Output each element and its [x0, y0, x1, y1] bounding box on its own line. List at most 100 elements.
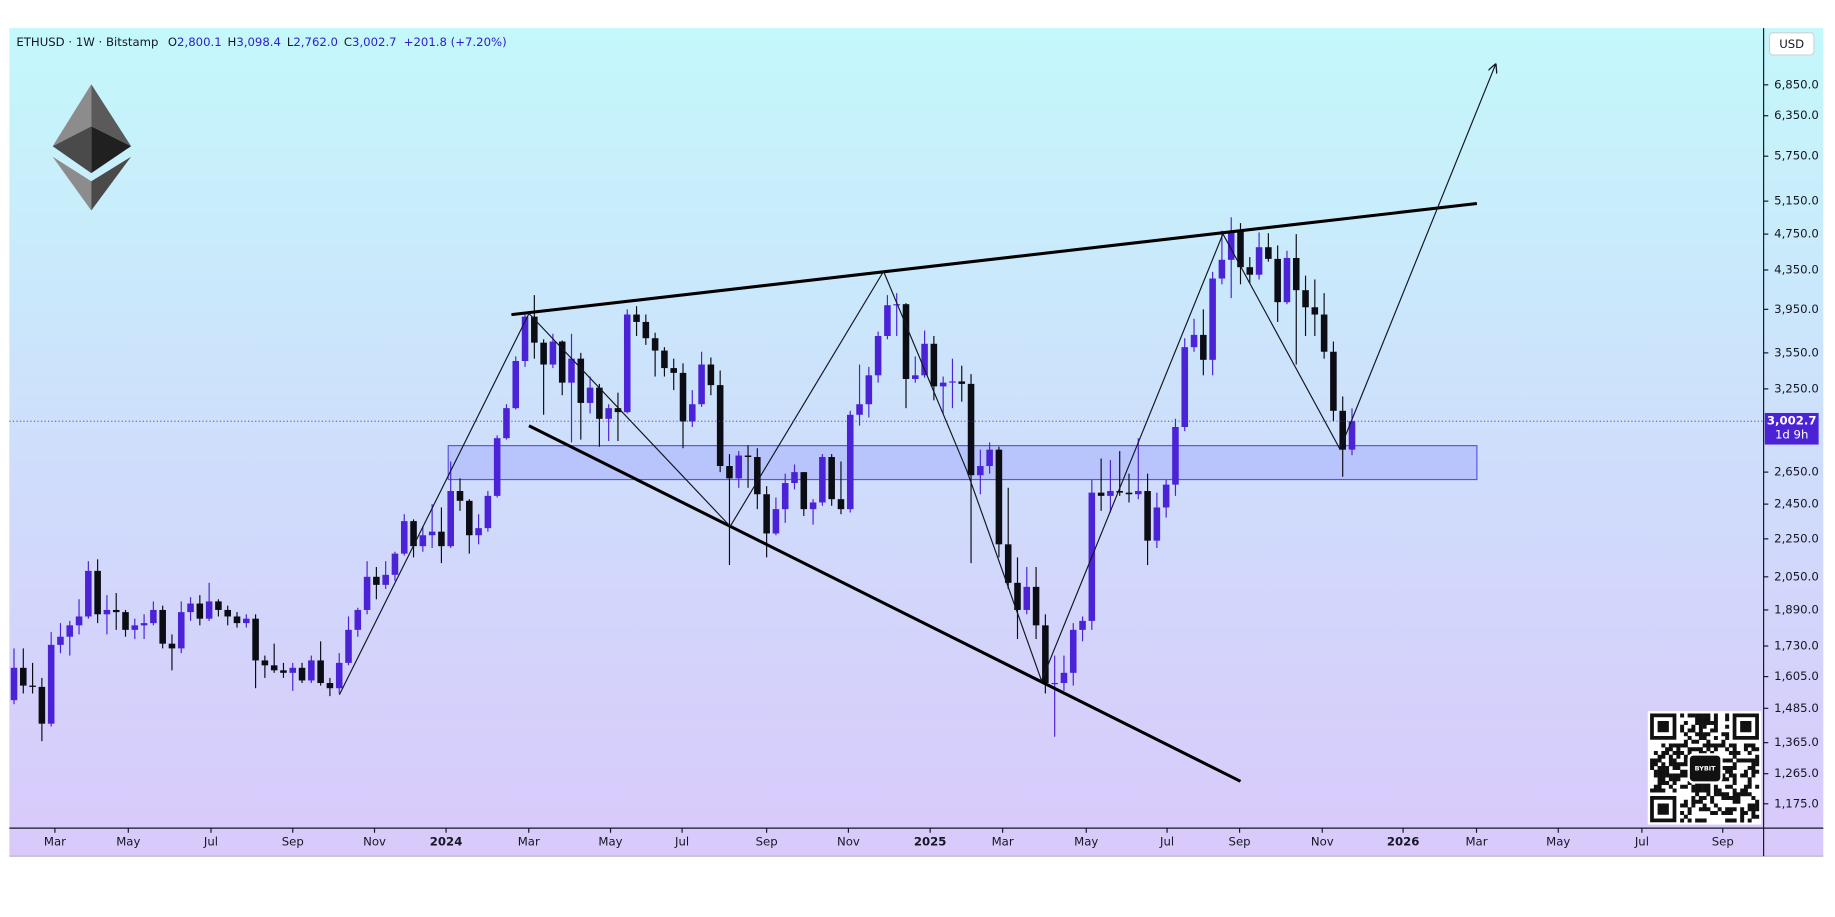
y-tick-label: 4,750.0	[1774, 227, 1819, 241]
qr-module	[1668, 743, 1673, 748]
qr-module	[1672, 788, 1677, 793]
qr-module	[1661, 769, 1666, 774]
candle-body	[1274, 258, 1281, 303]
qr-module	[1732, 750, 1737, 755]
qr-module	[1743, 747, 1748, 752]
candle-body	[345, 629, 352, 663]
candle-body	[884, 305, 891, 336]
qr-module	[1687, 818, 1692, 823]
qr-module	[1721, 732, 1726, 737]
candle-body	[902, 304, 910, 379]
qr-module	[1676, 777, 1681, 782]
candle-body	[38, 686, 46, 724]
x-tick-label: Jul	[674, 835, 689, 849]
qr-module	[1728, 818, 1733, 823]
y-tick-label: 5,150.0	[1774, 194, 1819, 208]
qr-module	[1695, 784, 1700, 789]
qr-module	[1676, 773, 1681, 778]
qr-module	[1665, 750, 1670, 755]
candle-body	[1069, 629, 1077, 673]
qr-module	[1740, 758, 1745, 763]
qr-module	[1665, 773, 1670, 778]
qr-module	[1732, 780, 1737, 785]
candle-body	[679, 372, 687, 422]
qr-module	[1747, 765, 1752, 770]
candle-body	[363, 576, 371, 610]
qr-module	[1683, 732, 1688, 737]
qr-module	[1713, 788, 1718, 793]
qr-module	[1691, 713, 1696, 718]
candle-body	[521, 316, 529, 361]
y-tick-label: 6,350.0	[1774, 108, 1819, 122]
candle-body	[614, 408, 622, 413]
qr-module	[1721, 811, 1726, 815]
qr-module	[1710, 728, 1715, 733]
currency-box[interactable]	[1768, 32, 1815, 56]
qr-module	[1732, 773, 1737, 778]
qr-module	[1728, 743, 1733, 748]
qr-module	[1650, 762, 1655, 767]
qr-module	[1725, 818, 1730, 823]
qr-module	[1706, 743, 1711, 748]
qr-module	[1657, 773, 1662, 778]
qr-module	[1702, 743, 1707, 748]
qr-module	[1736, 799, 1741, 804]
qr-module	[1680, 769, 1685, 774]
qr-module	[1743, 758, 1748, 763]
qr-module	[1650, 758, 1655, 763]
candle-body	[1051, 683, 1058, 685]
candles	[10, 217, 1356, 742]
candle-body	[57, 636, 64, 645]
qr-module	[1751, 743, 1756, 748]
qr-module	[1713, 792, 1718, 797]
qr-module	[1695, 818, 1700, 823]
qr-module	[1706, 784, 1711, 789]
x-tick-label: Mar	[1465, 835, 1487, 849]
qr-module	[1661, 788, 1666, 793]
candle-body	[317, 660, 324, 684]
candle-body	[187, 603, 194, 613]
candle-body	[1172, 426, 1179, 485]
candle-body	[410, 521, 417, 547]
qr-module	[1732, 818, 1737, 823]
candle-body	[215, 601, 222, 610]
candle-body	[1246, 267, 1254, 275]
qr-module	[1698, 799, 1703, 804]
qr-module	[1665, 747, 1670, 752]
candle-body	[781, 483, 789, 510]
qr-module	[1721, 765, 1726, 770]
qr-module	[1740, 811, 1745, 815]
y-tick-label: 1,175.0	[1774, 796, 1819, 810]
qr-module	[1683, 773, 1688, 778]
qr-module	[1698, 807, 1703, 812]
candle-body	[1042, 625, 1049, 684]
candle-body	[577, 358, 585, 403]
candle-body	[1162, 484, 1170, 508]
candle-body	[1190, 334, 1198, 348]
qr-module	[1732, 792, 1737, 797]
qr-module	[1736, 796, 1741, 800]
symbol: ETHUSD · 1W · Bitstamp	[16, 35, 158, 49]
qr-module	[1713, 743, 1718, 748]
qr-module	[1743, 743, 1748, 748]
qr-module	[1725, 724, 1730, 729]
candle-body	[400, 521, 408, 554]
qr-module	[1747, 792, 1752, 797]
qr-module	[1736, 758, 1741, 763]
y-tick-label: 1,265.0	[1774, 766, 1819, 780]
candle-body	[1237, 231, 1244, 268]
candle-body	[558, 341, 566, 383]
qr-module	[1702, 818, 1707, 823]
x-tick-label: 2024	[430, 835, 463, 849]
qr-module	[1725, 796, 1730, 800]
qr-module	[1691, 728, 1696, 733]
qr-module	[1661, 773, 1666, 778]
x-tick-label: Mar	[44, 835, 66, 849]
candle-body	[1144, 491, 1151, 541]
ohlc-value: 2,800.1	[177, 35, 222, 49]
candle-body	[224, 609, 231, 617]
qr-module	[1728, 807, 1733, 812]
y-tick-label: 2,050.0	[1774, 569, 1819, 583]
qr-module	[1713, 747, 1718, 752]
candle-body	[921, 343, 928, 376]
